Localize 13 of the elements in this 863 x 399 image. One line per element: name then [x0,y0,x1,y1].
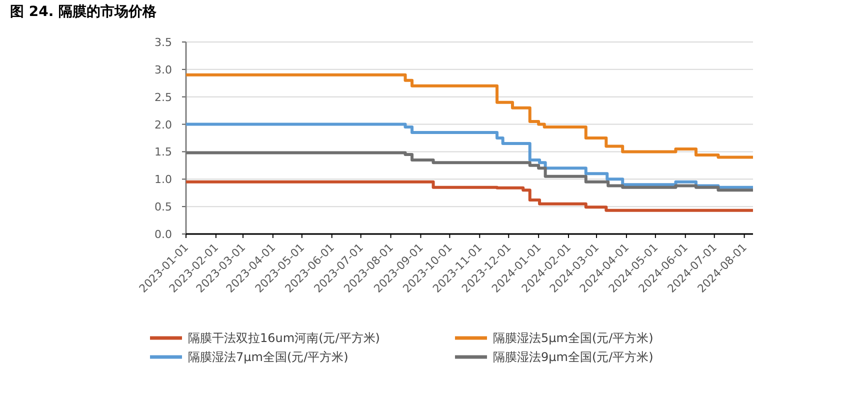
y-tick-label: 2.0 [154,118,172,132]
chart-title: 图 24. 隔膜的市场价格 [10,3,158,20]
y-tick-label: 0.5 [154,200,172,214]
legend-label: 隔膜湿法7μm全国(元/平方米) [188,350,348,364]
legend-label: 隔膜湿法5μm全国(元/平方米) [493,331,654,345]
y-tick-label: 1.5 [154,146,172,159]
y-tick-label: 0.0 [154,228,172,241]
y-tick-label: 3.5 [154,36,172,49]
y-tick-label: 2.5 [154,90,172,104]
y-tick-label: 3.0 [154,63,172,76]
legend-label: 隔膜湿法9μm全国(元/平方米) [493,350,654,364]
y-tick-label: 1.0 [154,173,172,186]
legend-label: 隔膜干法双拉16um河南(元/平方米) [188,331,380,345]
